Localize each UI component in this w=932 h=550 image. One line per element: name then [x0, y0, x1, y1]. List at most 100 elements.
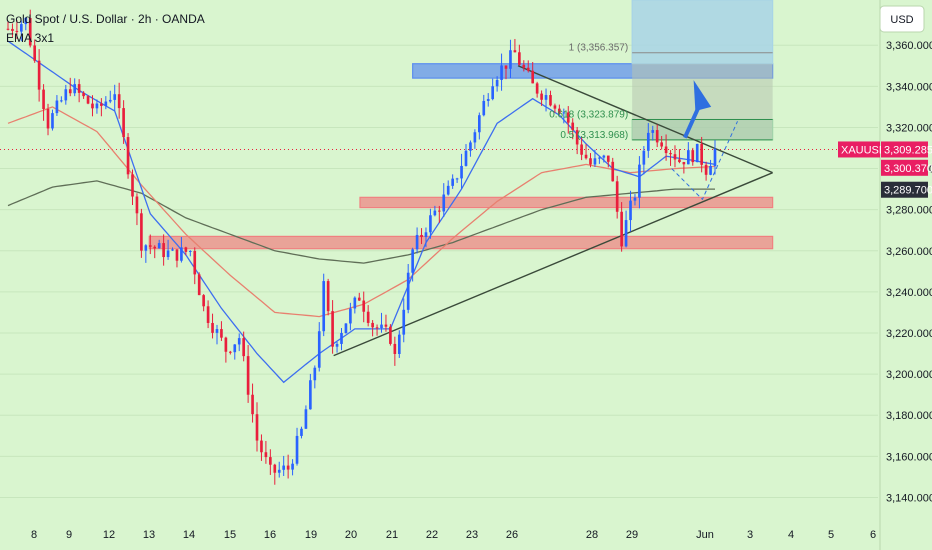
candle-body — [669, 153, 672, 155]
candle-body — [20, 24, 23, 32]
candle-body — [562, 112, 566, 114]
candle-body — [584, 154, 588, 159]
y-tick-label: 3,180.000 — [886, 410, 932, 422]
candle-body — [611, 161, 615, 182]
candle-body — [624, 220, 628, 247]
x-tick-label: 15 — [224, 529, 236, 541]
ema-mid-line — [7, 106, 716, 318]
candle-body — [646, 132, 650, 151]
x-tick-label: 20 — [345, 529, 357, 541]
projection-path — [671, 121, 738, 201]
candle-body — [558, 108, 561, 114]
candle-body — [148, 245, 152, 247]
x-tick-label: 16 — [264, 529, 276, 541]
candle-body — [220, 329, 223, 338]
candle-body — [642, 150, 646, 165]
candle-body — [286, 465, 290, 470]
price-tag-value: 3,300.370 — [884, 163, 932, 175]
candle-body — [655, 130, 659, 143]
x-tick-label: 22 — [426, 529, 438, 541]
candle-body — [255, 414, 259, 441]
candle-body — [162, 243, 165, 258]
candle-body — [482, 100, 486, 116]
price-axis[interactable] — [880, 0, 932, 550]
candle-body — [68, 89, 72, 94]
x-tick-label: 8 — [31, 529, 37, 541]
candle-body — [491, 86, 494, 100]
candle-body — [42, 89, 45, 110]
candle-body — [633, 197, 637, 201]
candle-body — [171, 249, 174, 251]
price-tag — [881, 181, 928, 198]
candle-body — [211, 322, 214, 333]
candle-body — [366, 311, 370, 323]
candle-body — [100, 103, 103, 106]
candle-body — [664, 146, 668, 154]
candle-body — [486, 99, 490, 101]
candle-body — [197, 274, 201, 296]
candle-body — [180, 247, 183, 261]
candle-body — [598, 157, 601, 159]
x-tick-label: 12 — [103, 529, 115, 541]
candle-body — [282, 465, 286, 470]
candle-body — [193, 250, 197, 275]
candle-body — [188, 250, 192, 252]
y-tick-label: 3,320.000 — [886, 122, 932, 134]
candle-body — [371, 322, 374, 328]
candle-body — [11, 28, 14, 31]
candle-body — [135, 196, 139, 214]
candle-body — [117, 94, 121, 109]
ema-slow-line — [7, 180, 715, 264]
x-tick-label: 5 — [828, 529, 834, 541]
candle-body — [91, 103, 94, 109]
candle-body — [509, 50, 512, 69]
y-tick-label: 3,200.000 — [886, 369, 932, 381]
candle-body — [6, 28, 10, 30]
price-tag-value: 3,309.285 — [884, 144, 932, 156]
candle-body — [433, 210, 437, 216]
candle-body — [478, 115, 481, 133]
y-tick-label: 3,280.000 — [886, 205, 932, 217]
candle-body — [460, 165, 463, 179]
bullish-arrow-head — [693, 80, 712, 111]
symbol-tag — [838, 141, 880, 158]
candle-body — [464, 150, 468, 166]
candle-body — [273, 464, 277, 473]
candle-body — [229, 351, 232, 353]
candle-body — [673, 154, 677, 160]
candle-body — [28, 17, 32, 46]
zone-target — [631, 0, 774, 65]
currency-button[interactable] — [879, 5, 925, 33]
price-tag-value: 3,289.700 — [884, 185, 932, 197]
y-tick-label: 3,240.000 — [886, 287, 932, 299]
candle-body — [77, 84, 81, 93]
x-tick-label: 21 — [386, 529, 398, 541]
candle-body — [575, 130, 579, 145]
y-tick-label: 3,360.000 — [886, 40, 932, 52]
candle-body — [51, 113, 54, 129]
candle-body — [429, 215, 432, 233]
candle-body — [313, 367, 317, 381]
candle-body — [233, 344, 237, 353]
candle-body — [122, 108, 125, 138]
fib-label: 0.618 (3,323.879) — [549, 109, 628, 120]
candle-body — [473, 132, 477, 143]
candle-body — [682, 162, 686, 165]
candle-body — [415, 234, 419, 250]
trendline-upper — [517, 65, 773, 174]
candle-body — [322, 281, 326, 332]
candle-body — [140, 213, 143, 251]
candle-body — [704, 164, 708, 175]
candle-body — [242, 338, 245, 357]
candle-body — [549, 95, 552, 106]
candle-body — [60, 100, 63, 102]
x-tick-label: 13 — [143, 529, 155, 541]
candle-body — [353, 297, 357, 309]
candle-body — [304, 409, 308, 429]
candle-body — [86, 96, 90, 104]
candle-body — [424, 232, 428, 238]
candle-body — [700, 143, 703, 165]
symbol-tag-label: XAUUSD — [841, 144, 887, 156]
candle-body — [215, 329, 219, 333]
